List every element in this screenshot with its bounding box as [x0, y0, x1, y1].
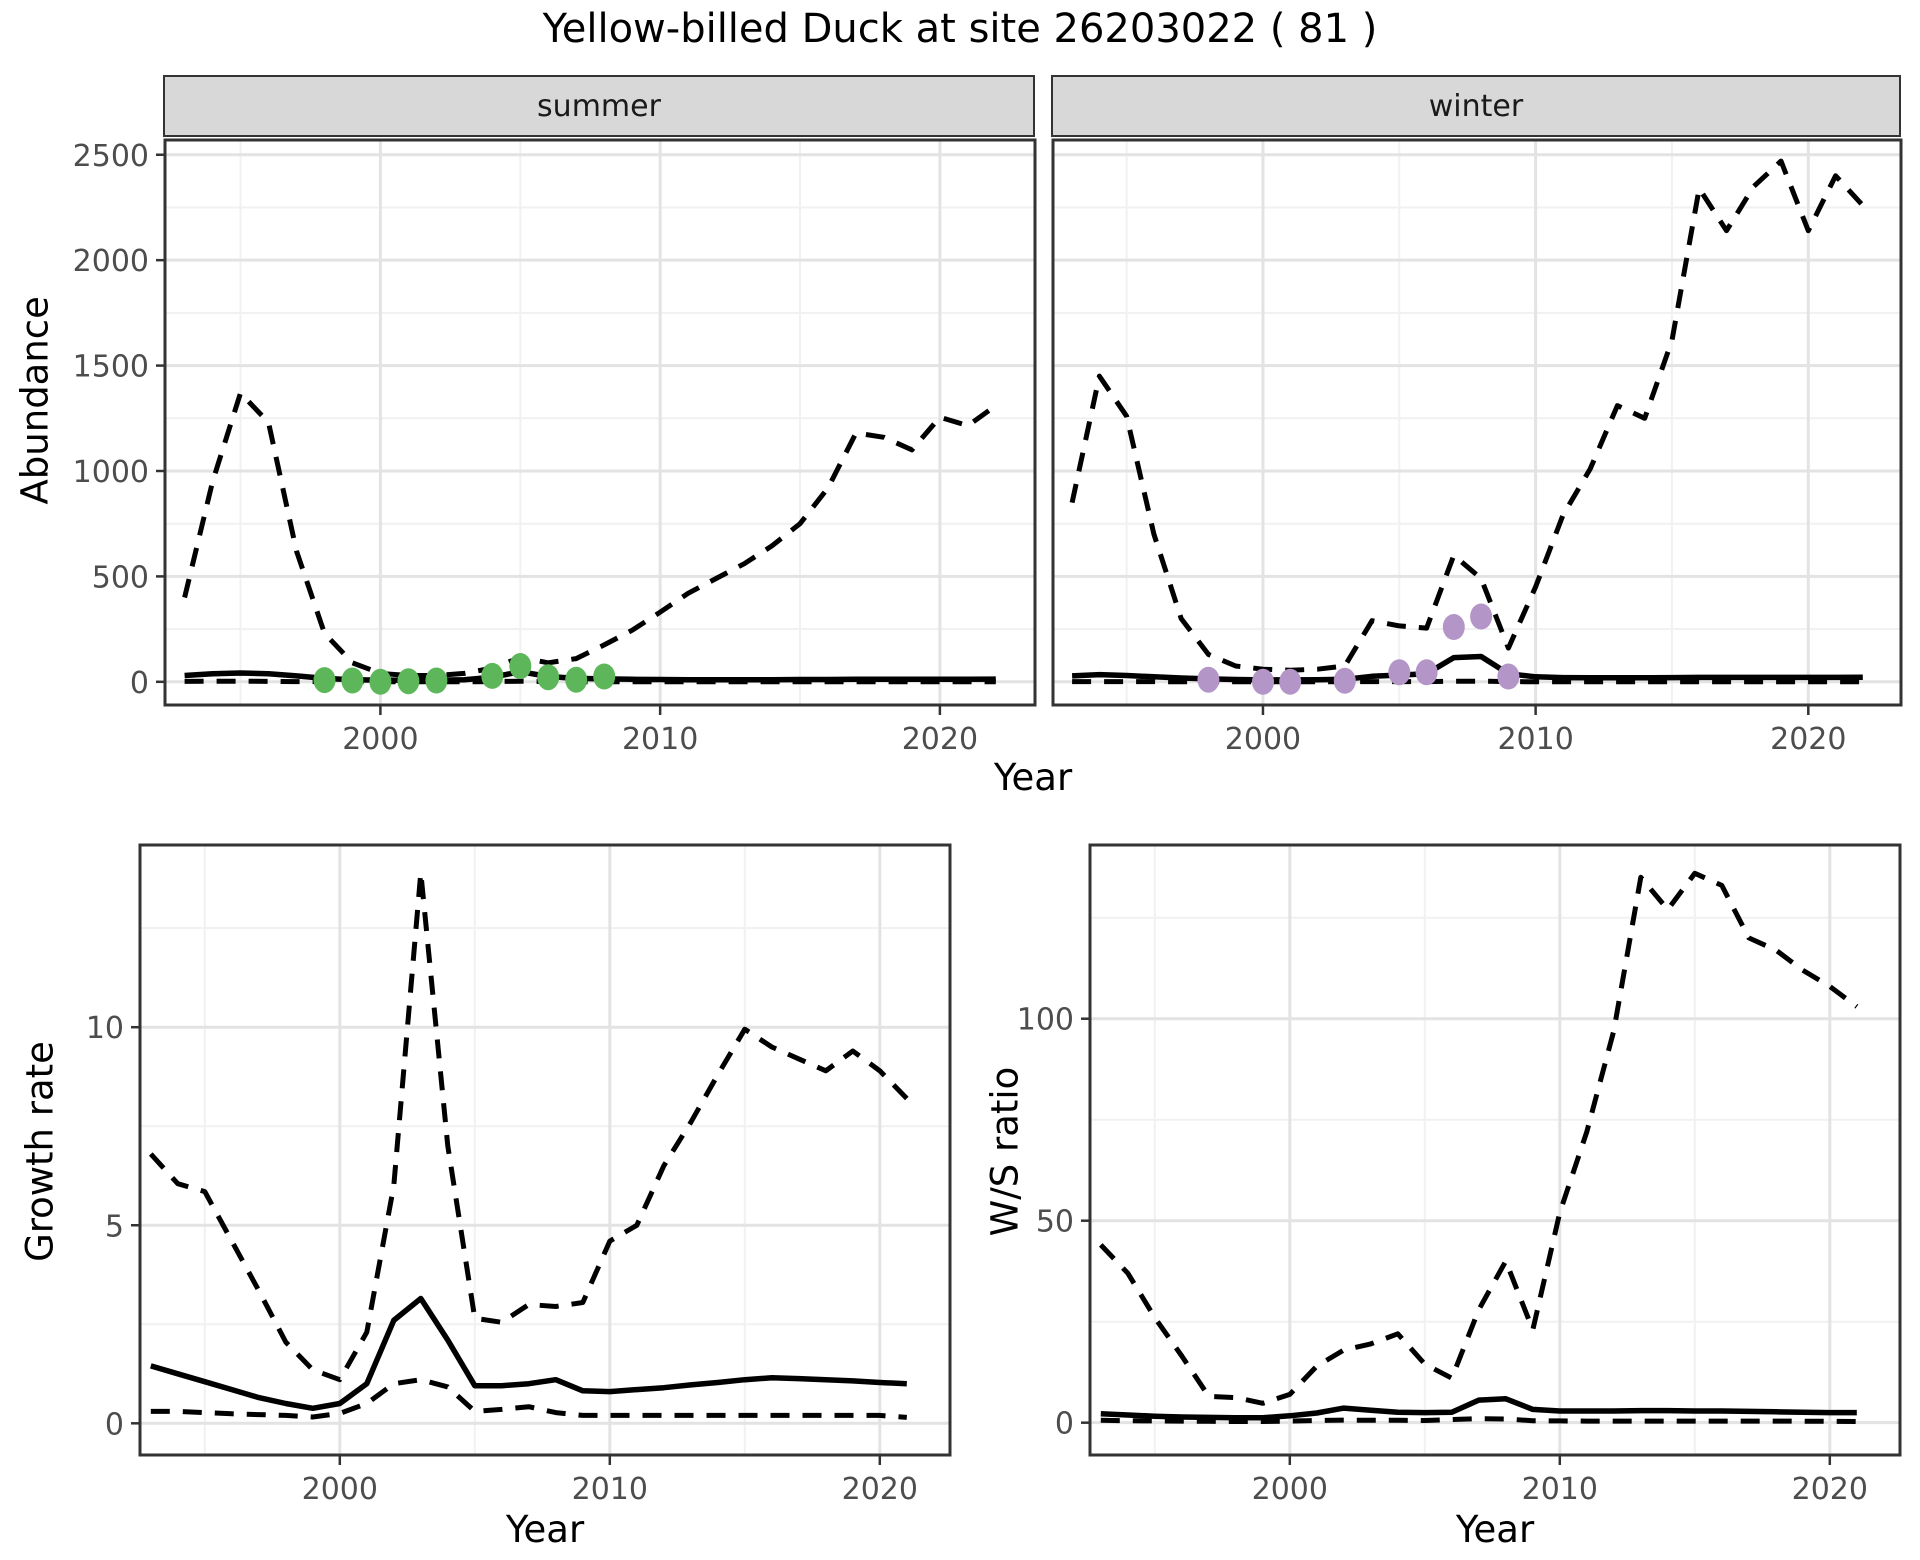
abundance-summer-observed-point — [369, 668, 392, 695]
abundance-winter-observed-point — [1252, 668, 1274, 695]
abundance-winter-panel-border — [1051, 138, 1903, 707]
x-tick-label: 2020 — [1792, 1472, 1868, 1507]
y-tick-label: 0 — [1055, 1407, 1074, 1442]
abundance-summer-observed-point — [425, 667, 448, 694]
abundance-summer-panel-border — [163, 138, 1037, 707]
facet-strip-winter-label: winter — [1428, 88, 1524, 124]
abundance-summer-gridlines — [165, 140, 1035, 705]
x-tick-label: 2020 — [1770, 722, 1846, 757]
ws-ratio-chart: 2000 2010 2020 0 50 100 — [1017, 843, 1902, 1507]
y-tick-label: 1500 — [73, 350, 149, 385]
x-tick-label: 2020 — [902, 722, 978, 757]
x-axis-title-year-growth: Year — [505, 1508, 585, 1551]
x-tick-label: 2010 — [622, 722, 698, 757]
x-tick-label: 2010 — [572, 1472, 648, 1507]
y-tick-label: 2000 — [73, 244, 149, 279]
x-axis-title-year-ws: Year — [1455, 1508, 1535, 1551]
abundance-summer-observed-point — [313, 667, 336, 694]
abundance-summer-observed-point — [341, 667, 364, 694]
abundance-summer-median-line — [184, 668, 996, 684]
growth-rate-median-line — [150, 1295, 907, 1412]
y-tick-label: 500 — [92, 560, 149, 595]
abundance-winter-observed-point — [1197, 666, 1220, 693]
growth-rate-panel-border — [138, 843, 952, 1457]
y-tick-label: 10 — [86, 1011, 124, 1046]
figure-title: Yellow-billed Duck at site 26203022 ( 81… — [542, 6, 1378, 52]
x-tick-label: 2010 — [1522, 1472, 1598, 1507]
abundance-winter-median-line — [1071, 653, 1863, 683]
ws-ratio-median-line — [1100, 1396, 1857, 1421]
y-tick-label: 2500 — [73, 139, 149, 174]
y-tick-label: 50 — [1036, 1205, 1074, 1240]
abundance-summer-observed-point — [565, 666, 588, 693]
growth-rate-series-group — [148, 870, 909, 1420]
abundance-winter-points-group — [1197, 603, 1520, 695]
facet-strip-winter: winter — [1051, 75, 1901, 137]
growth-rate-lower_ci-line — [150, 1377, 907, 1420]
abundance-summer-points-group — [313, 653, 616, 695]
x-tick-label: 2000 — [1225, 722, 1301, 757]
abundance-winter-chart: 2000 2010 2020 — [1051, 138, 1903, 757]
abundance-winter-observed-point — [1279, 668, 1302, 695]
abundance-winter-upper_ci-line — [1069, 158, 1865, 673]
abundance-winter-gridlines — [1053, 140, 1901, 705]
abundance-winter-observed-point — [1415, 659, 1438, 686]
growth-rate-gridlines — [140, 845, 950, 1455]
y-tick-label: 0 — [105, 1407, 124, 1442]
facet-strip-summer-label: summer — [537, 88, 661, 124]
abundance-summer-observed-point — [397, 668, 420, 695]
y-tick-label: 5 — [105, 1209, 124, 1244]
abundance-winter-observed-point — [1388, 659, 1411, 686]
abundance-summer-observed-point — [593, 663, 616, 690]
facet-strip-summer: summer — [163, 75, 1035, 137]
abundance-winter-observed-point — [1470, 603, 1493, 630]
ws-ratio-series-group — [1098, 870, 1859, 1424]
abundance-summer-observed-point — [509, 653, 532, 679]
x-tick-label: 2020 — [842, 1472, 918, 1507]
x-tick-label: 2000 — [1252, 1472, 1328, 1507]
y-tick-label: 100 — [1017, 1003, 1074, 1038]
ws-ratio-upper_ci-line — [1098, 870, 1859, 1406]
y-axis-title-abundance: Abundance — [13, 296, 57, 505]
abundance-summer-chart: 2000 2010 2020 0 500 1000 1500 2000 2500 — [73, 138, 1037, 757]
ws-ratio-lower_ci-line — [1100, 1416, 1857, 1424]
ws-ratio-panel-border — [1088, 843, 1902, 1457]
growth-rate-chart: 2000 2010 2020 0 5 10 — [86, 843, 952, 1507]
y-tick-label: 0 — [130, 666, 149, 701]
x-axis-title-year-top: Year — [993, 756, 1073, 799]
abundance-winter-observed-point — [1333, 667, 1356, 694]
abundance-summer-series-group — [182, 390, 998, 685]
abundance-winter-observed-point — [1497, 663, 1520, 690]
ws-ratio-gridlines — [1090, 845, 1900, 1455]
abundance-winter-series-group — [1069, 158, 1865, 685]
abundance-summer-observed-point — [481, 662, 504, 689]
abundance-summer-observed-point — [537, 664, 560, 691]
x-tick-label: 2000 — [342, 722, 418, 757]
x-tick-label: 2000 — [302, 1472, 378, 1507]
y-tick-label: 1000 — [73, 455, 149, 490]
x-tick-label: 2010 — [1497, 722, 1573, 757]
abundance-summer-upper_ci-line — [182, 390, 998, 678]
abundance-winter-observed-point — [1442, 614, 1465, 640]
